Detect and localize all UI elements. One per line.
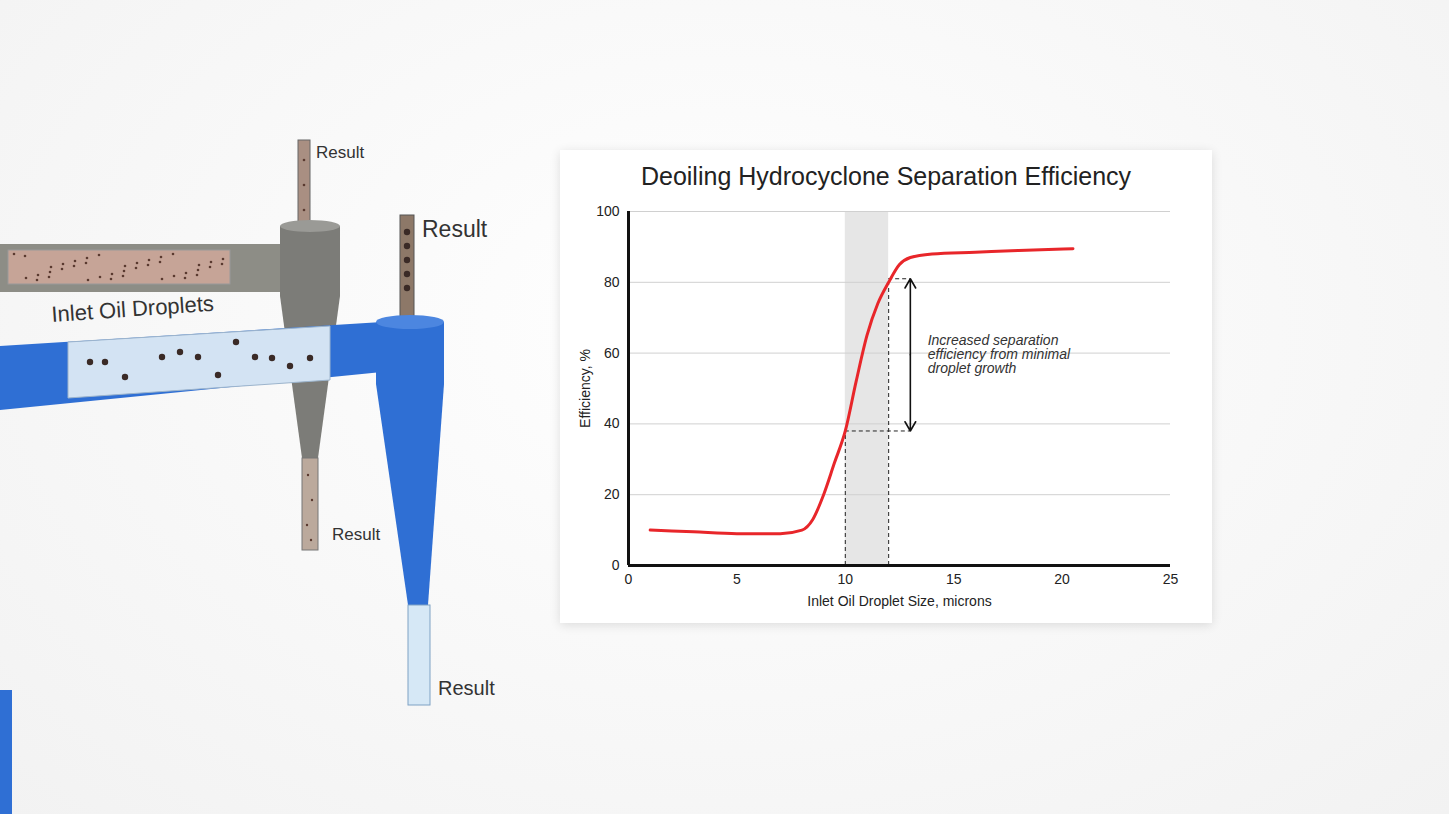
- svg-text:0: 0: [612, 557, 620, 573]
- svg-text:15: 15: [946, 571, 962, 587]
- svg-text:Increased separationefficiency: Increased separationefficiency from mini…: [928, 332, 1071, 376]
- svg-text:25: 25: [1163, 571, 1179, 587]
- svg-text:10: 10: [838, 571, 854, 587]
- svg-text:Efficiency, %: Efficiency, %: [577, 349, 593, 428]
- html-text:Deoiling Hydrocyclone Separati: Deoiling Hydrocyclone Separation Efficie…: [641, 162, 1131, 190]
- svg-text:0: 0: [625, 571, 633, 587]
- svg-text:Result: Result: [438, 677, 495, 699]
- svg-text:40: 40: [604, 415, 620, 431]
- svg-text:Inlet Oil Droplet Size, micron: Inlet Oil Droplet Size, microns: [807, 593, 991, 609]
- svg-text:20: 20: [1054, 571, 1070, 587]
- svg-text:80: 80: [604, 274, 620, 290]
- svg-text:Result: Result: [316, 143, 364, 162]
- svg-text:Result: Result: [422, 216, 488, 242]
- svg-text:Inlet Oil Droplets: Inlet Oil Droplets: [51, 291, 215, 327]
- svg-text:60: 60: [604, 345, 620, 361]
- svg-text:5: 5: [733, 571, 741, 587]
- svg-text:Result: Result: [332, 525, 380, 544]
- svg-text:20: 20: [604, 486, 620, 502]
- svg-text:100: 100: [596, 203, 620, 219]
